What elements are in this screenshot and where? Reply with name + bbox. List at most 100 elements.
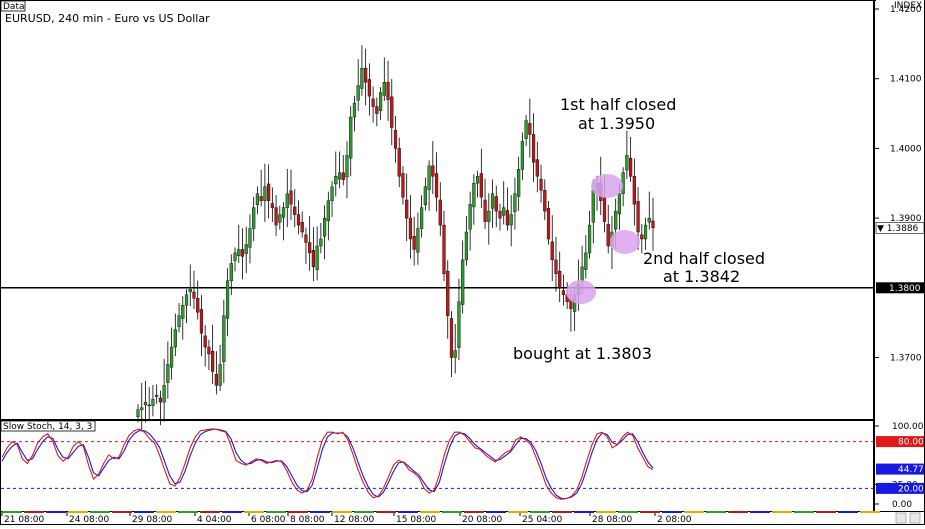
candle-body [502,207,506,216]
candle-body [188,288,192,293]
candle-body [580,266,584,282]
candle-body [397,148,401,177]
time-tick-label: 4 04:00 [197,515,232,525]
session-marker [618,511,638,513]
candle-body [162,385,166,403]
candle-body [184,294,189,306]
session-marker [574,511,594,513]
candle-body [457,301,461,348]
session-marker [90,511,110,513]
candle-body [386,81,390,100]
candle-body [337,172,342,180]
candle-body [304,234,308,243]
index-label: INDEX [894,1,922,11]
candle-body [203,335,207,348]
candle-body [259,196,263,201]
candle-body [412,236,416,250]
candle-body [423,186,427,206]
candle-body [181,305,185,319]
candle-body [218,364,222,386]
current-price-badge [875,222,925,234]
session-marker [508,511,528,513]
candle-body [629,157,633,177]
candle-body [155,394,159,397]
candle-body [558,270,562,288]
time-tick-label: 29 08:00 [132,515,173,525]
stoch-80-label: 80.00 [898,438,924,448]
candle-body [322,217,327,237]
session-marker [178,511,198,513]
stoch-current-badge [876,463,924,475]
candle-body [319,238,323,247]
first-half-line1: 1st half closed [560,95,676,114]
candle-body [434,173,439,198]
candle-body [330,186,334,201]
price-tick-label: 1.4000 [890,144,922,154]
session-marker [794,511,814,513]
session-marker [398,511,418,513]
candle-body [364,68,368,83]
candle-body [311,249,315,268]
time-axis-ticks: 21 08:00 24 08:00 29 08:00 4 04:00 6 08:00 8 … [1,511,880,525]
candle-body [211,351,215,372]
price-tick-label: 1.4200 [890,5,922,15]
candle-body [509,214,513,226]
candle-body [520,141,524,170]
candle-body [472,183,476,208]
session-marker [596,511,616,513]
candle-body [479,173,483,198]
candle-body [505,210,510,226]
time-tick-label: 28 08:00 [592,515,633,525]
candle-body [173,329,177,348]
session-marker [376,511,396,513]
scroll-left-icon[interactable] [895,512,907,524]
first-exit-marker-circle [591,174,623,198]
time-tick-label: 24 08:00 [69,515,110,525]
candle-body [267,183,271,201]
session-marker [46,511,66,513]
candle-body [587,224,592,254]
scroll-right-icon[interactable] [909,512,921,524]
stoch-80-badge [876,436,924,448]
stoch-20-badge [876,482,924,494]
candle-body [158,397,162,403]
candle-body [554,259,558,275]
candle-body [464,231,469,261]
candle-body [614,210,618,230]
session-marker [244,511,264,513]
candle-body [535,159,539,177]
session-marker [486,511,506,513]
session-marker [662,511,682,513]
stoch-d-line [1,428,654,500]
candle-body [375,106,379,114]
candle-body [550,241,554,261]
candle-body [636,201,640,233]
candle-body [487,210,491,222]
second-exit-marker-circle [610,230,640,254]
candle-body [270,203,274,208]
scroll-controls[interactable] [895,512,921,524]
candle-body [293,206,297,215]
session-marker [838,511,858,513]
data-tab[interactable] [0,0,26,12]
bought-label: bought at 1.3803 [513,344,652,363]
candle-body [591,190,595,223]
candle-body [192,291,196,299]
candle-body [524,120,528,139]
candle-body [531,134,536,163]
candle-body [367,79,371,97]
session-marker [530,511,550,513]
candle-body [177,315,181,328]
candle-body [449,318,454,358]
session-marker [640,511,660,513]
candle-body [561,290,566,295]
time-tick-label: 15 08:00 [396,515,437,525]
session-marker [112,511,132,513]
index-tab[interactable] [876,0,924,9]
candle-body [420,207,424,229]
session-marker [332,511,352,513]
candle-body [528,123,532,135]
candle-body [136,409,140,417]
time-tick-label: 20 08:00 [462,515,503,525]
candle-body [393,130,398,149]
